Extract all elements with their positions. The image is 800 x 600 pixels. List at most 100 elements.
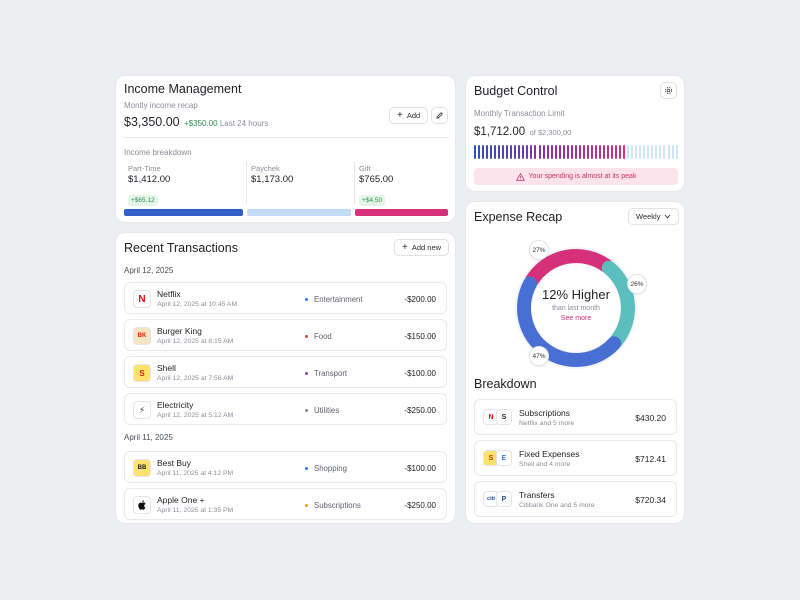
transaction-category-label: Shopping (314, 464, 347, 473)
add-income-button[interactable]: + Add (389, 107, 429, 124)
budget-bar-tick (671, 145, 674, 159)
budget-bar-tick (554, 145, 557, 159)
budget-bar-tick (615, 145, 618, 159)
segment-badge-gift: +$4.50 (359, 195, 386, 206)
budget-bar-tick (643, 145, 646, 159)
transaction-date: April 12, 2025 at 5:12 AM (157, 412, 234, 419)
starbucks-logo-icon: S (496, 409, 512, 425)
budget-bar-tick (623, 145, 626, 159)
budget-bar-tick (514, 145, 517, 159)
transaction-category-label: Utilities (314, 406, 340, 415)
transaction-row[interactable]: ⚡ Electricity April 12, 2025 at 5:12 AM … (124, 393, 447, 425)
netflix-logo-icon: N (133, 290, 151, 308)
period-select-value: Weekly (636, 212, 661, 221)
budget-bar-tick (530, 145, 533, 159)
category-dot-icon (305, 335, 308, 338)
see-more-link[interactable]: See more (560, 315, 592, 322)
income-divider (124, 137, 449, 138)
budget-bar-tick (574, 145, 577, 159)
budget-bar-tick (607, 145, 610, 159)
transaction-category: Shopping (305, 464, 347, 473)
transaction-amount: -$100.00 (404, 464, 436, 473)
breakdown-sub: Netflix and 5 more (519, 420, 575, 427)
transaction-name: Best Buy (157, 458, 192, 468)
shell-logo-icon: S (133, 364, 151, 382)
budget-bar-tick (651, 145, 654, 159)
transaction-row[interactable]: BB Best Buy April 11, 2025 at 4:12 PM Sh… (124, 451, 447, 483)
transaction-row[interactable]: S Shell April 12, 2025 at 7:56 AM Transp… (124, 356, 447, 388)
transaction-row[interactable]: BK Burger King April 12, 2025 at 8:15 AM… (124, 319, 447, 351)
add-transaction-button[interactable]: + Add new (394, 239, 450, 256)
transaction-date: April 12, 2025 at 7:56 AM (157, 375, 234, 382)
budget-bar-tick (534, 145, 537, 159)
income-title: Income Management (124, 82, 242, 96)
budget-bar-tick (635, 145, 638, 159)
budget-bar-tick (675, 145, 678, 159)
transaction-category-label: Transport (314, 369, 348, 378)
budget-bar-tick (627, 145, 630, 159)
breakdown-title: Breakdown (474, 377, 537, 391)
budget-control-card: Budget Control Monthly Transaction Limit… (465, 75, 685, 192)
breakdown-amount: $430.20 (635, 413, 666, 423)
budget-of-total: of $2,300,00 (529, 128, 572, 137)
budget-bar-tick (598, 145, 601, 159)
segment-label-part-time: Part-Time (128, 164, 161, 173)
donut-center-headline: 12% Higher (542, 287, 610, 302)
budget-bar-tick (578, 145, 581, 159)
transaction-date: April 11, 2025 at 1:35 PM (157, 507, 234, 514)
transaction-category: Subscriptions (305, 501, 361, 510)
transaction-name: Shell (157, 363, 176, 373)
budget-spent: $1,712.00 (474, 126, 526, 138)
budget-bar-tick (474, 145, 476, 159)
breakdown-sub: Citibank One and 5 more (519, 502, 595, 509)
category-dot-icon (305, 409, 308, 412)
budget-bar-tick (590, 145, 593, 159)
recent-transactions-card: Recent Transactions + Add new April 12, … (115, 232, 456, 524)
transaction-category-label: Entertainment (314, 295, 363, 304)
donut-slice (524, 249, 613, 288)
segment-bar-part-time (124, 209, 243, 216)
income-change: +$350.00 (184, 119, 218, 128)
budget-bar-tick (498, 145, 501, 159)
transaction-category: Food (305, 332, 332, 341)
transaction-row[interactable]: Apple One + April 11, 2025 at 1:35 PM Su… (124, 488, 447, 520)
budget-bar-tick (558, 145, 561, 159)
transaction-category-label: Food (314, 332, 332, 341)
edit-income-button[interactable] (431, 107, 448, 124)
breakdown-row[interactable]: S E Fixed Expenses Shell and 4 more $712… (474, 440, 677, 476)
period-select[interactable]: Weekly (628, 208, 680, 225)
breakdown-amount: $720.34 (635, 495, 666, 505)
segment-label-paychek: Paychek (251, 164, 280, 173)
burger-king-logo-icon: BK (133, 327, 151, 345)
transaction-amount: -$200.00 (404, 295, 436, 304)
lightning-icon: ⚡ (133, 401, 151, 419)
budget-bar-tick (570, 145, 573, 159)
category-dot-icon (305, 467, 308, 470)
add-transaction-label: Add new (411, 243, 442, 252)
budget-bar-tick (486, 145, 489, 159)
budget-bar-tick (550, 145, 553, 159)
transaction-name: Apple One + (157, 495, 205, 505)
plus-icon: + (402, 241, 408, 253)
segment-divider (354, 162, 355, 204)
best-buy-logo-icon: BB (133, 459, 151, 477)
breakdown-row[interactable]: N S Subscriptions Netflix and 5 more $43… (474, 399, 677, 435)
budget-bar-tick (522, 145, 525, 159)
category-dot-icon (305, 372, 308, 375)
category-dot-icon (305, 504, 308, 507)
transaction-category: Entertainment (305, 295, 363, 304)
budget-bar-tick (482, 145, 485, 159)
breakdown-row[interactable]: citi P Transfers Citibank One and 5 more… (474, 481, 677, 517)
budget-limit-label: Monthly Transaction Limit (474, 109, 565, 118)
transaction-row[interactable]: N Netflix April 12, 2025 at 10:45 AM Ent… (124, 282, 447, 314)
budget-bar-tick (663, 145, 666, 159)
transaction-name: Burger King (157, 326, 202, 336)
budget-progress-bars (474, 145, 678, 159)
budget-bar-tick (594, 145, 597, 159)
budget-bar-tick (631, 145, 634, 159)
budget-settings-button[interactable] (660, 82, 677, 99)
gear-icon (665, 87, 672, 94)
transaction-category: Transport (305, 369, 347, 378)
budget-bar-tick (518, 145, 521, 159)
segment-badge-part-time: +$65.12 (128, 195, 158, 206)
